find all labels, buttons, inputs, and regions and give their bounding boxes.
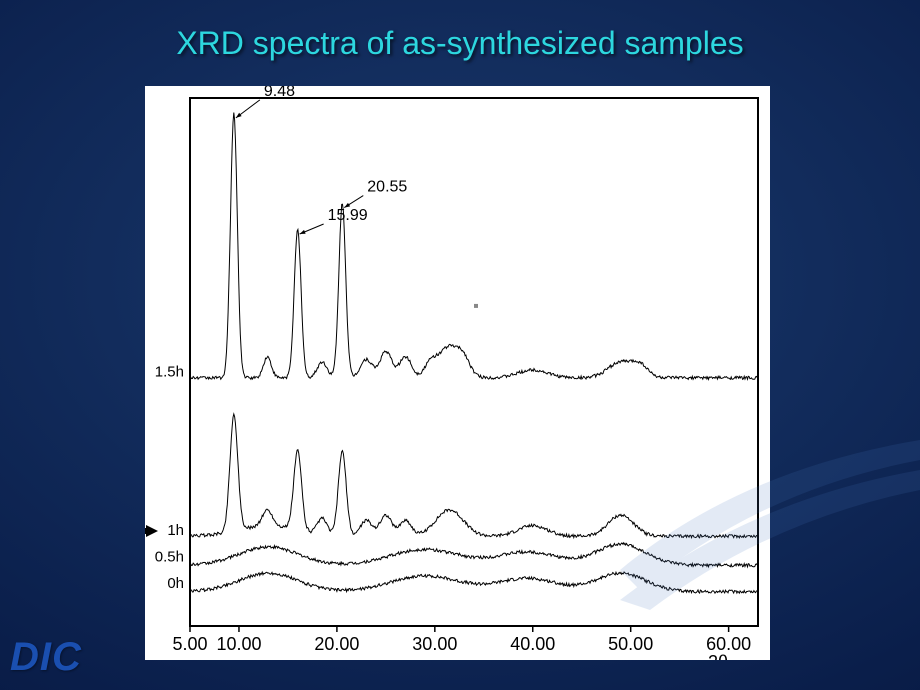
svg-text:20.00: 20.00 — [314, 634, 359, 654]
logo-text: DIC — [10, 635, 82, 680]
svg-text:30.00: 30.00 — [412, 634, 457, 654]
svg-text:0.5h: 0.5h — [155, 548, 184, 565]
svg-text:2θ: 2θ — [708, 652, 728, 660]
svg-text:50.00: 50.00 — [608, 634, 653, 654]
svg-text:40.00: 40.00 — [510, 634, 555, 654]
svg-text:5.00: 5.00 — [172, 634, 207, 654]
svg-text:1h: 1h — [167, 522, 184, 539]
slide-title: XRD spectra of as-synthesized samples — [0, 25, 920, 62]
svg-text:60.00: 60.00 — [706, 634, 751, 654]
svg-text:15.99: 15.99 — [328, 207, 368, 224]
background-swoosh — [620, 410, 920, 610]
svg-text:20.55: 20.55 — [367, 179, 407, 196]
svg-text:0h: 0h — [167, 575, 184, 592]
slide: XRD spectra of as-synthesized samples 5.… — [0, 0, 920, 690]
svg-text:1.5h: 1.5h — [155, 364, 184, 381]
svg-text:10.00: 10.00 — [216, 634, 261, 654]
svg-text:9.48: 9.48 — [264, 86, 295, 100]
